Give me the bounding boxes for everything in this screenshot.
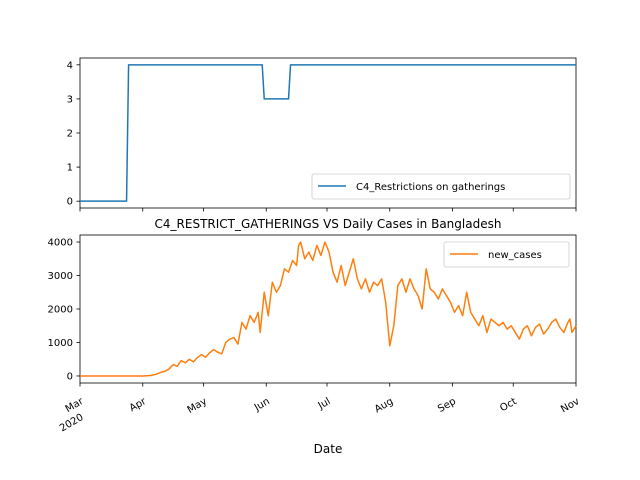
cases-y-tick-label: 3000: [48, 271, 73, 282]
cases-legend-box: [443, 241, 570, 268]
cases-legend-label: new_cases: [488, 250, 542, 261]
restrictions-panel: 0 1 2 3 4 C4_Restrictions on gatherings: [67, 57, 577, 212]
cases-y-ticks: 0 1000 2000 3000 4000: [48, 238, 80, 382]
restrictions-y-tick-label: 0: [67, 197, 73, 208]
restrictions-y-tick-label: 4: [67, 60, 73, 71]
cases-y-tick-label: 2000: [48, 305, 73, 316]
cases-series-line: [80, 241, 577, 377]
restrictions-y-tick-label: 2: [67, 129, 73, 140]
restrictions-legend-label: C4_Restrictions on gatherings: [356, 182, 505, 193]
restrictions-legend-box: [311, 173, 571, 200]
cases-legend: new_cases: [443, 241, 570, 268]
x-axis-title: Date: [314, 442, 343, 456]
cases-panel: C4_RESTRICT_GATHERINGS VS Daily Cases in…: [48, 217, 582, 456]
restrictions-legend: C4_Restrictions on gatherings: [311, 173, 571, 200]
cases-y-tick-label: 0: [67, 371, 73, 382]
restrictions-x-ticks: [79, 208, 577, 212]
cases-y-tick-label: 4000: [48, 238, 73, 249]
restrictions-series-line: [80, 64, 576, 202]
restrictions-y-tick-label: 1: [67, 163, 73, 174]
restrictions-y-tick-label: 3: [67, 94, 73, 105]
chart-title: C4_RESTRICT_GATHERINGS VS Daily Cases in…: [155, 217, 502, 231]
cases-y-tick-label: 1000: [48, 338, 73, 349]
restrictions-y-ticks: 0 1 2 3 4: [67, 60, 80, 208]
